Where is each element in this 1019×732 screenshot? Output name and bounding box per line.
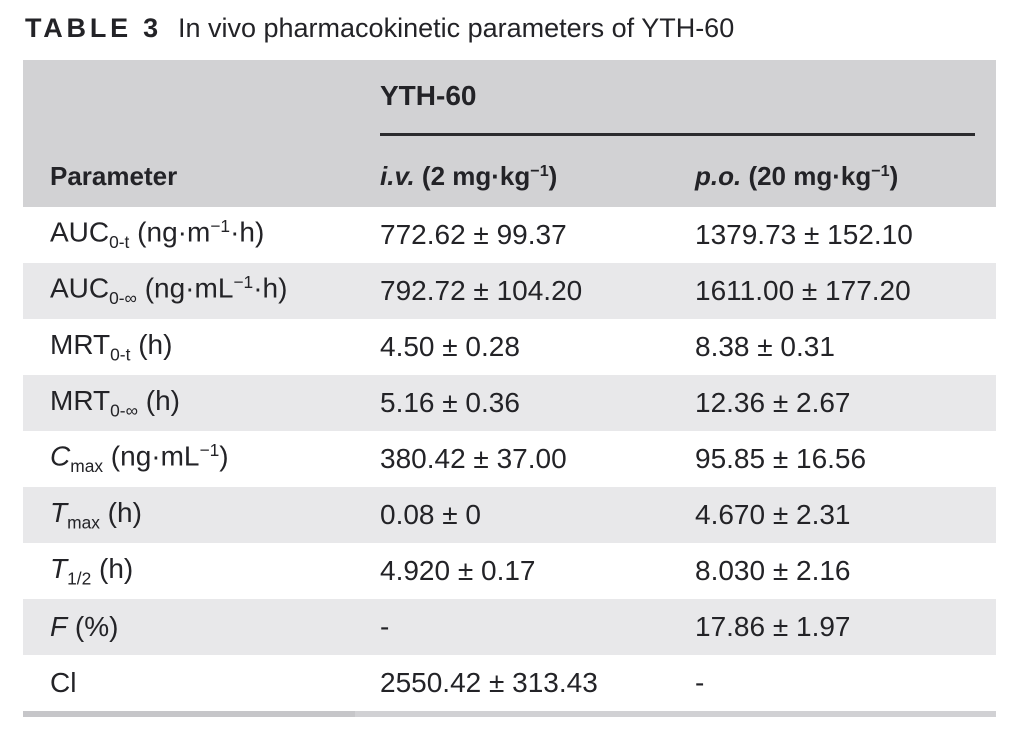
po-value-cell: 8.38 ± 0.31 [695,331,835,362]
parameter-cell: Cl [50,667,77,698]
table-caption: TABLE 3 In vivo pharmacokinetic parameter… [0,0,1019,46]
po-value-cell: 4.670 ± 2.31 [695,499,851,530]
parameter-cell: Cmax (ng·mL−1) [50,440,229,477]
iv-value-cell: 772.62 ± 99.37 [380,219,567,250]
iv-value-cell: 792.72 ± 104.20 [380,275,583,306]
parameter-cell: MRT0-t (h) [50,328,173,365]
table-body: AUC0-t (ng·m−1·h) 772.62 ± 99.37 1379.73… [23,207,996,711]
iv-value-cell: 4.920 ± 0.17 [380,555,536,586]
po-value-cell: 17.86 ± 1.97 [695,611,851,642]
table-row: Tmax (h) 0.08 ± 0 4.670 ± 2.31 [23,487,996,543]
table-row: F (%) - 17.86 ± 1.97 [23,599,996,655]
iv-value-cell: - [380,611,390,642]
iv-value-cell: 380.42 ± 37.00 [380,443,567,474]
iv-value-cell: 0.08 ± 0 [380,499,481,530]
column-header-row: Parameter i.v. (2 mg·kg−1) p.o. (20 mg·k… [23,152,996,200]
table-row: AUC0-t (ng·m−1·h) 772.62 ± 99.37 1379.73… [23,207,996,263]
po-value-cell: - [695,667,705,698]
table-bottom-rule [23,711,996,717]
po-value-cell: 1611.00 ± 177.20 [695,275,911,306]
table-row: MRT0-∞ (h) 5.16 ± 0.36 12.36 ± 2.67 [23,375,996,431]
page-title: In vivo pharmacokinetic parameters of YT… [177,13,735,43]
column-header-parameter: Parameter [50,160,178,191]
table-number: TABLE 3 [25,13,162,43]
parameter-cell: Tmax (h) [50,496,142,533]
table-row: MRT0-t (h) 4.50 ± 0.28 8.38 ± 0.31 [23,319,996,375]
column-header-iv: i.v. (2 mg·kg−1) [380,160,558,191]
table-row: Cmax (ng·mL−1) 380.42 ± 37.00 95.85 ± 16… [23,431,996,487]
parameter-cell: AUC0-∞ (ng·mL−1·h) [50,272,288,309]
group-header-rule [380,133,975,136]
iv-value-cell: 2550.42 ± 313.43 [380,667,598,698]
table-row: AUC0-∞ (ng·mL−1·h) 792.72 ± 104.20 1611.… [23,263,996,319]
table-row: Cl 2550.42 ± 313.43 - [23,655,996,711]
po-value-cell: 95.85 ± 16.56 [695,443,867,474]
pk-table: YTH-60 Parameter i.v. (2 mg·kg−1) p.o. (… [23,60,996,717]
iv-value-cell: 5.16 ± 0.36 [380,387,520,418]
po-value-cell: 1379.73 ± 152.10 [695,219,913,250]
group-header: YTH-60 [380,80,477,111]
table-row: T1/2 (h) 4.920 ± 0.17 8.030 ± 2.16 [23,543,996,599]
parameter-cell: F (%) [50,611,119,642]
po-value-cell: 8.030 ± 2.16 [695,555,851,586]
table-header: YTH-60 Parameter i.v. (2 mg·kg−1) p.o. (… [23,60,996,207]
parameter-cell: AUC0-t (ng·m−1·h) [50,216,265,253]
parameter-cell: MRT0-∞ (h) [50,384,180,421]
po-value-cell: 12.36 ± 2.67 [695,387,851,418]
parameter-cell: T1/2 (h) [50,552,134,589]
iv-value-cell: 4.50 ± 0.28 [380,331,520,362]
column-header-po: p.o. (20 mg·kg−1) [695,160,899,191]
